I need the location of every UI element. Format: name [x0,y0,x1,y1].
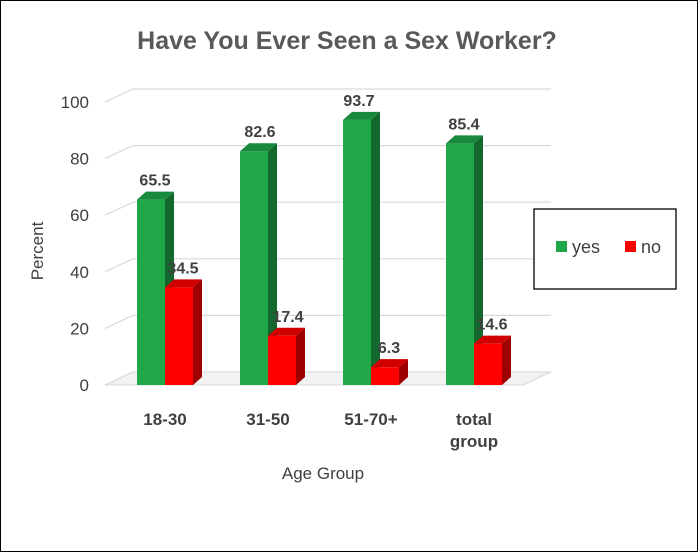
y-tick-label: 0 [80,376,89,395]
legend: yes no [533,208,677,290]
bar-no-0 [165,279,202,385]
bar-no-3 [474,335,511,385]
data-label: 65.5 [139,173,170,190]
y-axis-ticks: 0 20 40 60 80 100 [61,93,89,395]
bar-no-2 [371,359,408,385]
gridline [104,88,551,103]
x-tick-label: 31-50 [246,410,289,429]
bars [137,111,511,385]
data-label: 6.3 [378,340,400,357]
bar-yes-2 [343,111,380,385]
x-axis-title: Age Group [282,464,364,483]
x-tick-label: 18-30 [143,410,186,429]
gridline [104,314,551,329]
data-label: 93.7 [343,93,374,110]
chart-title: Have You Ever Seen a Sex Worker? [137,27,557,55]
y-axis-title: Percent [28,221,47,280]
gridline [104,201,551,216]
x-tick-label: total group [450,410,498,451]
y-tick-label: 40 [70,263,89,282]
legend-label-yes: yes [572,237,600,257]
data-label: 85.4 [448,116,479,133]
bar-yes-3 [446,135,483,385]
x-axis-ticks: 18-30 31-50 51-70+ total group [143,410,498,451]
gridline [104,145,551,160]
y-tick-label: 20 [70,319,89,338]
data-label: 34.5 [167,260,198,277]
legend-swatch-yes [556,241,567,252]
gridlines [104,88,552,386]
y-tick-label: 60 [70,206,89,225]
data-label: 14.6 [476,317,507,334]
gridline [104,258,551,273]
bar-no-1 [268,327,305,385]
y-tick-label: 100 [61,93,89,112]
x-tick-label: 51-70+ [344,410,397,429]
y-tick-label: 80 [70,150,89,169]
legend-swatch-no [625,241,636,252]
data-labels: 65.5 34.5 82.6 17.4 93.7 6.3 85.4 14.6 [139,93,507,357]
bar-yes-1 [240,143,277,385]
data-label: 17.4 [272,309,303,326]
legend-label-no: no [641,237,661,257]
data-label: 82.6 [244,124,275,141]
